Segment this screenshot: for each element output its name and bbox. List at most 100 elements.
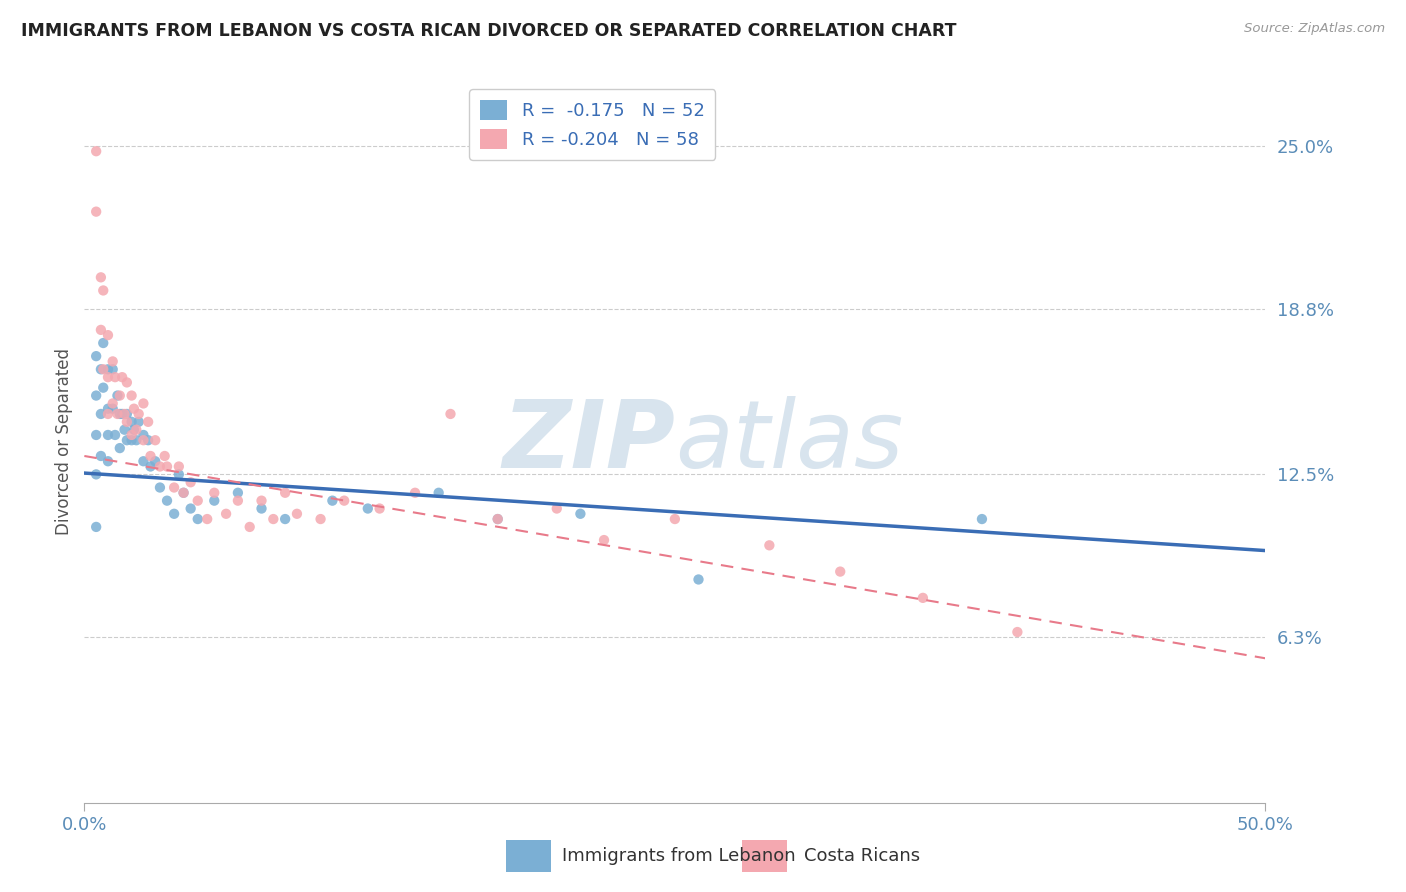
Point xyxy=(84,428,107,442)
Point xyxy=(91,362,114,376)
Point xyxy=(121,428,143,442)
Point xyxy=(688,573,710,587)
Point xyxy=(143,454,166,468)
Point xyxy=(180,475,202,490)
Point xyxy=(90,362,112,376)
Point xyxy=(90,407,112,421)
Point xyxy=(115,415,138,429)
Point xyxy=(830,565,852,579)
Point xyxy=(569,507,592,521)
Point xyxy=(262,512,284,526)
Point xyxy=(90,449,112,463)
Point xyxy=(486,512,509,526)
Point xyxy=(104,370,127,384)
Point xyxy=(84,467,107,482)
Point xyxy=(121,415,143,429)
Point xyxy=(132,454,155,468)
Point xyxy=(97,428,120,442)
Point xyxy=(132,434,155,448)
Point xyxy=(84,349,107,363)
Point xyxy=(128,415,150,429)
Point xyxy=(107,388,129,402)
Point xyxy=(486,512,509,526)
Point xyxy=(101,362,124,376)
Point xyxy=(149,459,172,474)
Text: Costa Ricans: Costa Ricans xyxy=(804,847,921,865)
Point xyxy=(911,591,934,605)
Point xyxy=(215,507,238,521)
Point xyxy=(153,449,176,463)
Point xyxy=(163,507,186,521)
Point xyxy=(91,336,114,351)
Point xyxy=(187,493,209,508)
Point xyxy=(427,485,450,500)
Point xyxy=(132,428,155,442)
Point xyxy=(132,396,155,410)
Point xyxy=(108,407,131,421)
Point xyxy=(167,459,190,474)
Text: atlas: atlas xyxy=(675,396,903,487)
Point xyxy=(122,401,145,416)
Point xyxy=(122,423,145,437)
Point xyxy=(274,512,297,526)
Point xyxy=(101,354,124,368)
Point xyxy=(546,501,568,516)
Point xyxy=(149,481,172,495)
Point xyxy=(84,520,107,534)
Point xyxy=(97,328,120,343)
Point xyxy=(309,512,332,526)
Point xyxy=(143,434,166,448)
Point xyxy=(163,481,186,495)
Point xyxy=(104,428,127,442)
Point xyxy=(156,459,179,474)
Point xyxy=(114,423,136,437)
Point xyxy=(758,538,780,552)
Point xyxy=(195,512,218,526)
Y-axis label: Divorced or Separated: Divorced or Separated xyxy=(55,348,73,535)
Point xyxy=(187,512,209,526)
Point xyxy=(226,485,249,500)
Point xyxy=(250,493,273,508)
Point xyxy=(115,407,138,421)
FancyBboxPatch shape xyxy=(506,840,551,872)
Point xyxy=(97,407,120,421)
Point xyxy=(97,454,120,468)
Point xyxy=(404,485,426,500)
Point xyxy=(136,415,159,429)
Point xyxy=(97,362,120,376)
Point xyxy=(156,493,179,508)
Point xyxy=(202,485,225,500)
Point xyxy=(115,376,138,390)
Point xyxy=(239,520,262,534)
Point xyxy=(121,434,143,448)
Point xyxy=(139,459,162,474)
Legend: R =  -0.175   N = 52, R = -0.204   N = 58: R = -0.175 N = 52, R = -0.204 N = 58 xyxy=(470,89,716,160)
Point xyxy=(357,501,380,516)
Point xyxy=(321,493,343,508)
Point xyxy=(139,449,162,463)
Point xyxy=(97,401,120,416)
Point xyxy=(115,434,138,448)
Point xyxy=(111,407,134,421)
Point xyxy=(125,434,148,448)
Point xyxy=(180,501,202,516)
Point xyxy=(285,507,308,521)
Point xyxy=(101,401,124,416)
Point xyxy=(84,388,107,402)
Text: IMMIGRANTS FROM LEBANON VS COSTA RICAN DIVORCED OR SEPARATED CORRELATION CHART: IMMIGRANTS FROM LEBANON VS COSTA RICAN D… xyxy=(21,22,956,40)
Point xyxy=(107,407,129,421)
Point xyxy=(136,434,159,448)
Point xyxy=(111,370,134,384)
FancyBboxPatch shape xyxy=(742,840,787,872)
Point xyxy=(90,270,112,285)
Point xyxy=(173,485,195,500)
Point xyxy=(108,441,131,455)
Point xyxy=(121,388,143,402)
Point xyxy=(333,493,356,508)
Point xyxy=(439,407,461,421)
Point xyxy=(125,423,148,437)
Point xyxy=(593,533,616,547)
Point xyxy=(274,485,297,500)
Point xyxy=(128,407,150,421)
Point xyxy=(97,370,120,384)
